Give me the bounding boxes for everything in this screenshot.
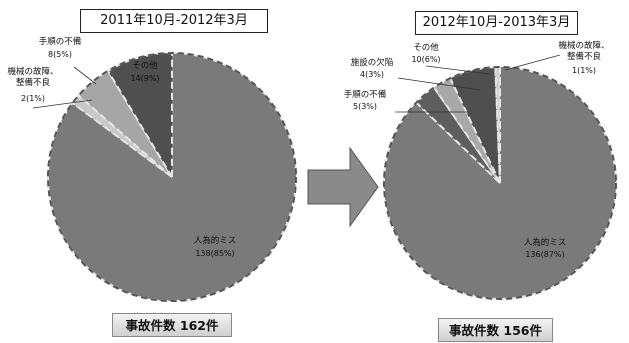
leader-line-5 xyxy=(504,54,561,71)
slice-label-right-4: 機械の故障、整備不良 xyxy=(558,40,609,62)
slice-label-left-3: その他 xyxy=(132,60,158,71)
slice-value-right-2: 4(3%) xyxy=(360,70,384,79)
slice-label-left-1: 機械の故障、整備不良 xyxy=(7,66,58,88)
slice-label-right-1: 手順の不備 xyxy=(344,89,387,100)
chart-title-left: 2011年10月-2012年3月 xyxy=(80,9,268,33)
slice-label-right-3: その他 xyxy=(413,42,439,53)
slice-label-left-2: 手順の不備 xyxy=(39,36,82,47)
slice-value-left-2: 8(5%) xyxy=(48,50,72,59)
slice-value-right-1: 5(3%) xyxy=(353,102,377,111)
chart-title-right: 2012年10月-2013年3月 xyxy=(415,11,578,35)
slice-value-right-0: 136(87%) xyxy=(525,250,564,259)
slice-label-right-0: 人為的ミス xyxy=(524,237,567,248)
slice-value-left-1: 2(1%) xyxy=(21,94,45,103)
total-count-left: 事故件数 162件 xyxy=(112,313,232,337)
leader-line-3 xyxy=(397,77,481,91)
pie-chart-right: 人為的ミス 136(87%) 手順の不備 5(3%) 施設の欠陥 4(3%) その他 10(6… xyxy=(344,40,617,300)
slice-value-right-3: 10(6%) xyxy=(411,55,440,64)
pie-outline-left xyxy=(47,52,297,302)
slice-value-right-4: 1(1%) xyxy=(572,66,596,75)
total-count-right: 事故件数 156件 xyxy=(438,318,553,342)
right-arrow-icon xyxy=(307,146,379,228)
pie-outline-right xyxy=(383,66,617,300)
slice-label-left-0: 人為的ミス xyxy=(194,235,237,246)
leader-line-0 xyxy=(73,66,97,85)
slice-label-right-2: 施設の欠陥 xyxy=(351,57,394,68)
pie-slice-left-2 xyxy=(77,69,173,178)
leader-line-1 xyxy=(32,99,93,109)
pie-chart-left: 人為的ミス 138(85%) 機械の故障、整備不良 2(1%) 手順の不備 8(5%) その… xyxy=(7,36,297,302)
slice-value-left-0: 138(85%) xyxy=(195,249,234,258)
slice-value-left-3: 14(9%) xyxy=(130,74,159,83)
leader-line-4 xyxy=(425,65,491,75)
